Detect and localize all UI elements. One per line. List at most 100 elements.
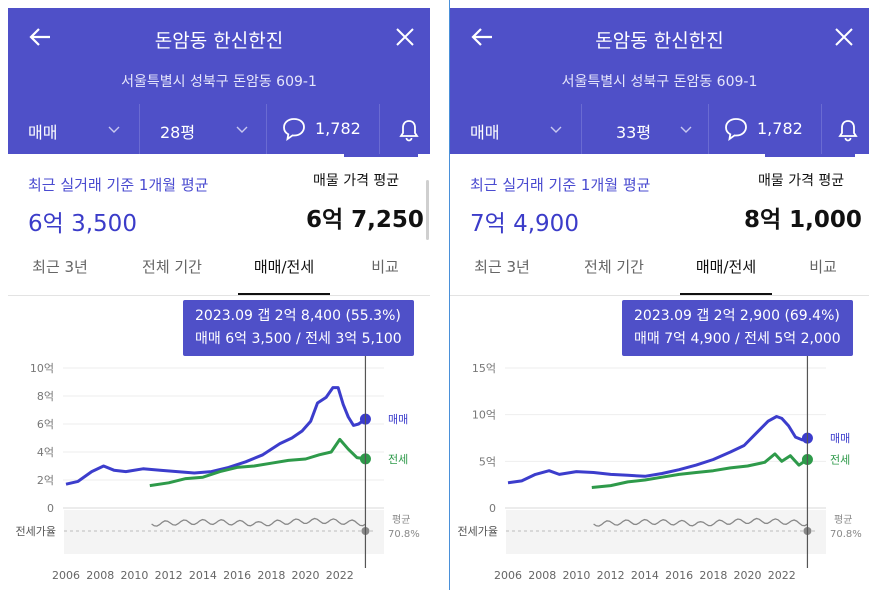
y-tick-label: 10억 <box>30 362 54 375</box>
x-tick-label: 2020 <box>734 569 762 582</box>
size-select[interactable]: 28평 <box>140 104 267 154</box>
tab-all-period[interactable]: 전체 기간 <box>142 258 202 276</box>
asking-price-label: 매물 가격 평균 <box>313 173 400 189</box>
x-tick-label: 2022 <box>768 569 796 582</box>
ratio-series-line <box>151 517 366 527</box>
tab-recent-3y[interactable]: 최근 3년 <box>32 258 88 276</box>
x-tick-label: 2018 <box>257 569 285 582</box>
close-icon[interactable] <box>833 26 855 48</box>
x-tick-label: 2012 <box>155 569 183 582</box>
y-tick-label: 2억 <box>37 474 54 487</box>
y-tick-label: 4억 <box>37 446 54 459</box>
x-tick-label: 2006 <box>494 569 522 582</box>
tab-all-period[interactable]: 전체 기간 <box>584 258 644 276</box>
y-tick-label: 6억 <box>37 418 54 431</box>
y-tick-label: 8억 <box>37 390 54 403</box>
y-tick-label: 0 <box>47 502 54 515</box>
comment-bubble-icon <box>725 118 747 142</box>
tab-indicator <box>344 154 418 157</box>
recent-price-label: 최근 실거래 기준 1개월 평균 <box>28 176 209 194</box>
chart-tabs: 최근 3년 전체 기간 매매/전세 비교 <box>8 253 430 296</box>
x-tick-label: 2008 <box>528 569 556 582</box>
scrollbar[interactable] <box>426 180 429 240</box>
x-tick-label: 2014 <box>189 569 217 582</box>
ratio-series-line <box>593 517 808 527</box>
ratio-avg-value: 70.8% <box>388 529 420 540</box>
size-select[interactable]: 33평 <box>582 104 709 154</box>
tab-compare[interactable]: 비교 <box>371 258 399 276</box>
tab-sale-jeonse[interactable]: 매매/전세 <box>680 253 772 295</box>
header: 돈암동 한신한진 서울특별시 성북구 돈암동 609-1 매매 28평 1,78… <box>8 8 430 154</box>
bell-icon[interactable] <box>837 118 859 142</box>
size-value: 33평 <box>616 123 652 142</box>
x-tick-label: 2006 <box>52 569 80 582</box>
size-value: 28평 <box>160 123 196 142</box>
sale-legend-label: 매매 <box>830 432 850 445</box>
chart-tabs: 최근 3년 전체 기간 매매/전세 비교 <box>450 253 869 296</box>
x-tick-label: 2014 <box>631 569 659 582</box>
tab-compare[interactable]: 비교 <box>809 258 837 276</box>
tooltip-gap-line: 2023.09 갭 2억 8,400 (55.3%) <box>195 308 401 324</box>
tab-sale-jeonse[interactable]: 매매/전세 <box>238 253 330 295</box>
sale-legend-label: 매매 <box>388 413 408 426</box>
close-icon[interactable] <box>394 26 416 48</box>
header: 돈암동 한신한진 서울특별시 성북구 돈암동 609-1 매매 33평 1,78… <box>450 8 869 154</box>
comment-count: 1,782 <box>757 119 803 138</box>
selector-bar: 매매 28평 1,782 <box>8 104 430 154</box>
sale-series-line <box>65 386 367 486</box>
back-arrow-icon[interactable] <box>470 24 496 50</box>
x-tick-label: 2022 <box>326 569 354 582</box>
x-tick-label: 2010 <box>120 569 148 582</box>
x-tick-label: 2008 <box>86 569 114 582</box>
comments-button[interactable]: 1,782 <box>267 104 380 154</box>
chevron-down-icon <box>236 126 248 133</box>
comment-count: 1,782 <box>315 119 361 138</box>
recent-price-value: 6억 3,500 <box>28 211 137 237</box>
comments-button[interactable]: 1,782 <box>709 104 822 154</box>
tab-indicator <box>765 154 855 157</box>
jeonse-legend-label: 전세 <box>388 453 408 466</box>
asking-price-label: 매물 가격 평균 <box>758 173 845 189</box>
trade-type-select[interactable]: 매매 <box>450 104 582 154</box>
recent-price-value: 7억 4,900 <box>470 211 579 237</box>
ratio-label: 전세가율 <box>16 525 56 538</box>
trade-type-value: 매매 <box>28 123 58 142</box>
price-summary: 최근 실거래 기준 1개월 평균 6억 3,500 매물 가격 평균 6억 7,… <box>8 158 430 253</box>
apartment-panel-33: 돈암동 한신한진 서울특별시 성북구 돈암동 609-1 매매 33평 1,78… <box>450 8 869 590</box>
panel-divider <box>449 0 450 590</box>
asking-price-value: 8억 1,000 <box>744 207 862 233</box>
y-tick-label: 0 <box>489 502 496 515</box>
selector-bar: 매매 33평 1,782 <box>450 104 869 154</box>
asking-price-value: 6억 7,250 <box>306 207 424 233</box>
tooltip-price-line: 매매 7억 4,900 / 전세 5억 2,000 <box>634 331 841 347</box>
price-summary: 최근 실거래 기준 1개월 평균 7억 4,900 매물 가격 평균 8억 1,… <box>450 158 869 253</box>
x-tick-label: 2016 <box>665 569 693 582</box>
ratio-avg-label: 평균 <box>834 514 852 526</box>
back-arrow-icon[interactable] <box>28 24 54 50</box>
sale-series-line <box>507 415 808 485</box>
x-tick-label: 2010 <box>562 569 590 582</box>
chart-tooltip: 2023.09 갭 2억 2,900 (69.4%) 매매 7억 4,900 /… <box>622 300 853 356</box>
ratio-avg-value: 70.8% <box>830 529 862 540</box>
x-tick-label: 2012 <box>597 569 625 582</box>
bell-icon[interactable] <box>398 118 420 142</box>
ratio-band <box>506 510 826 554</box>
address: 서울특별시 성북구 돈암동 609-1 <box>121 74 317 90</box>
apartment-panel-28: 돈암동 한신한진 서울특별시 성북구 돈암동 609-1 매매 28평 1,78… <box>8 8 430 590</box>
chart-tooltip: 2023.09 갭 2억 8,400 (55.3%) 매매 6억 3,500 /… <box>183 300 414 356</box>
x-tick-label: 2020 <box>292 569 320 582</box>
trade-type-select[interactable]: 매매 <box>8 104 140 154</box>
jeonse-legend-label: 전세 <box>830 453 850 466</box>
price-chart: 0 2억 4억 6억 8억 10억 전세가율 평균 70.8% 2006 2008 2010 2012 2… <box>8 296 430 590</box>
y-tick-label: 5억 <box>479 455 496 468</box>
jeonse-series-line <box>149 437 366 488</box>
chevron-down-icon <box>680 126 692 133</box>
chevron-down-icon <box>108 126 120 133</box>
price-chart: 0 5억 10억 15억 전세가율 평균 70.8% 2006 2008 2010 2012 2014… <box>450 296 869 590</box>
page-title: 돈암동 한신한진 <box>154 30 284 52</box>
comment-bubble-icon <box>283 118 305 142</box>
tab-recent-3y[interactable]: 최근 3년 <box>474 258 530 276</box>
y-tick-label: 10억 <box>472 409 496 422</box>
